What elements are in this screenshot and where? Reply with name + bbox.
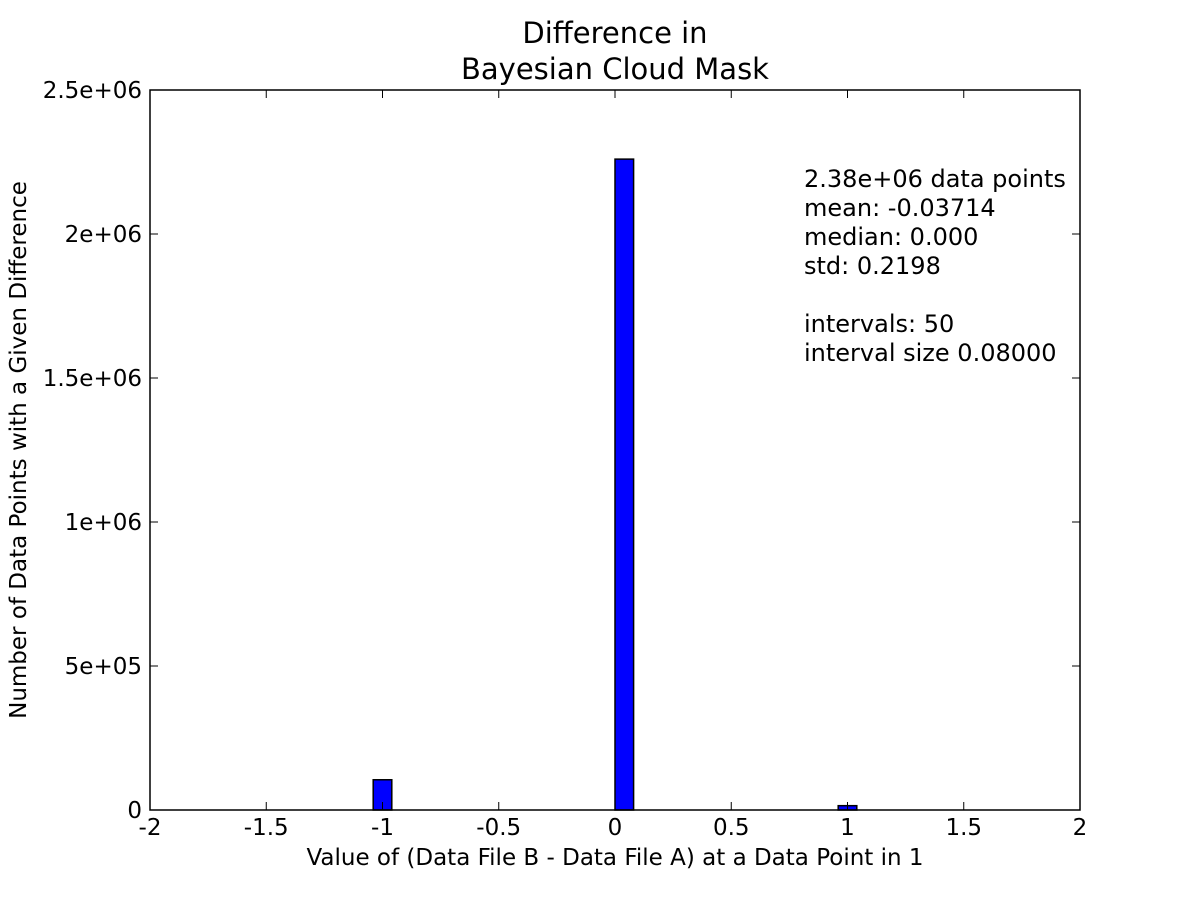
y-axis-label: Number of Data Points with a Given Diffe…: [6, 181, 32, 719]
stats-line: interval size 0.08000: [804, 339, 1057, 367]
x-tick-label: 1.5: [945, 815, 982, 841]
y-tick-label: 0: [127, 798, 142, 824]
y-tick-label: 1.5e+06: [43, 366, 142, 392]
y-tick-label: 5e+05: [65, 654, 142, 680]
x-tick-label: -1: [371, 815, 394, 841]
x-tick-label: -0.5: [476, 815, 521, 841]
stats-line: std: 0.2198: [804, 252, 941, 280]
chart-title-line-1: Difference in: [522, 16, 707, 50]
stats-line: intervals: 50: [804, 310, 954, 338]
plot-frame: [149, 89, 1081, 811]
ticks-group: -2 -1.5 -1 -0.5 0 0.5 1 1.5 2 0 5e+05 1e+06 1.5e+06 2…: [43, 78, 1088, 841]
stats-line: 2.38e+06 data points: [804, 165, 1066, 193]
x-tick-label: 0.5: [713, 815, 750, 841]
y-tick-label: 2e+06: [65, 222, 142, 248]
x-tick-label: 1: [840, 815, 855, 841]
y-tick-label: 2.5e+06: [43, 78, 142, 104]
bars-group: [372, 158, 858, 811]
x-tick-label: -1.5: [244, 815, 289, 841]
chart-title-line-2: Bayesian Cloud Mask: [461, 52, 769, 86]
histogram-bar-1: [614, 158, 635, 811]
x-tick-label: -2: [139, 815, 162, 841]
x-axis-label: Value of (Data File B - Data File A) at …: [306, 845, 923, 871]
stats-line: mean: -0.03714: [804, 194, 996, 222]
x-tick-label: 0: [608, 815, 623, 841]
stats-line: median: 0.000: [804, 223, 978, 251]
y-tick-label: 1e+06: [65, 510, 142, 536]
x-tick-label: 2: [1073, 815, 1088, 841]
